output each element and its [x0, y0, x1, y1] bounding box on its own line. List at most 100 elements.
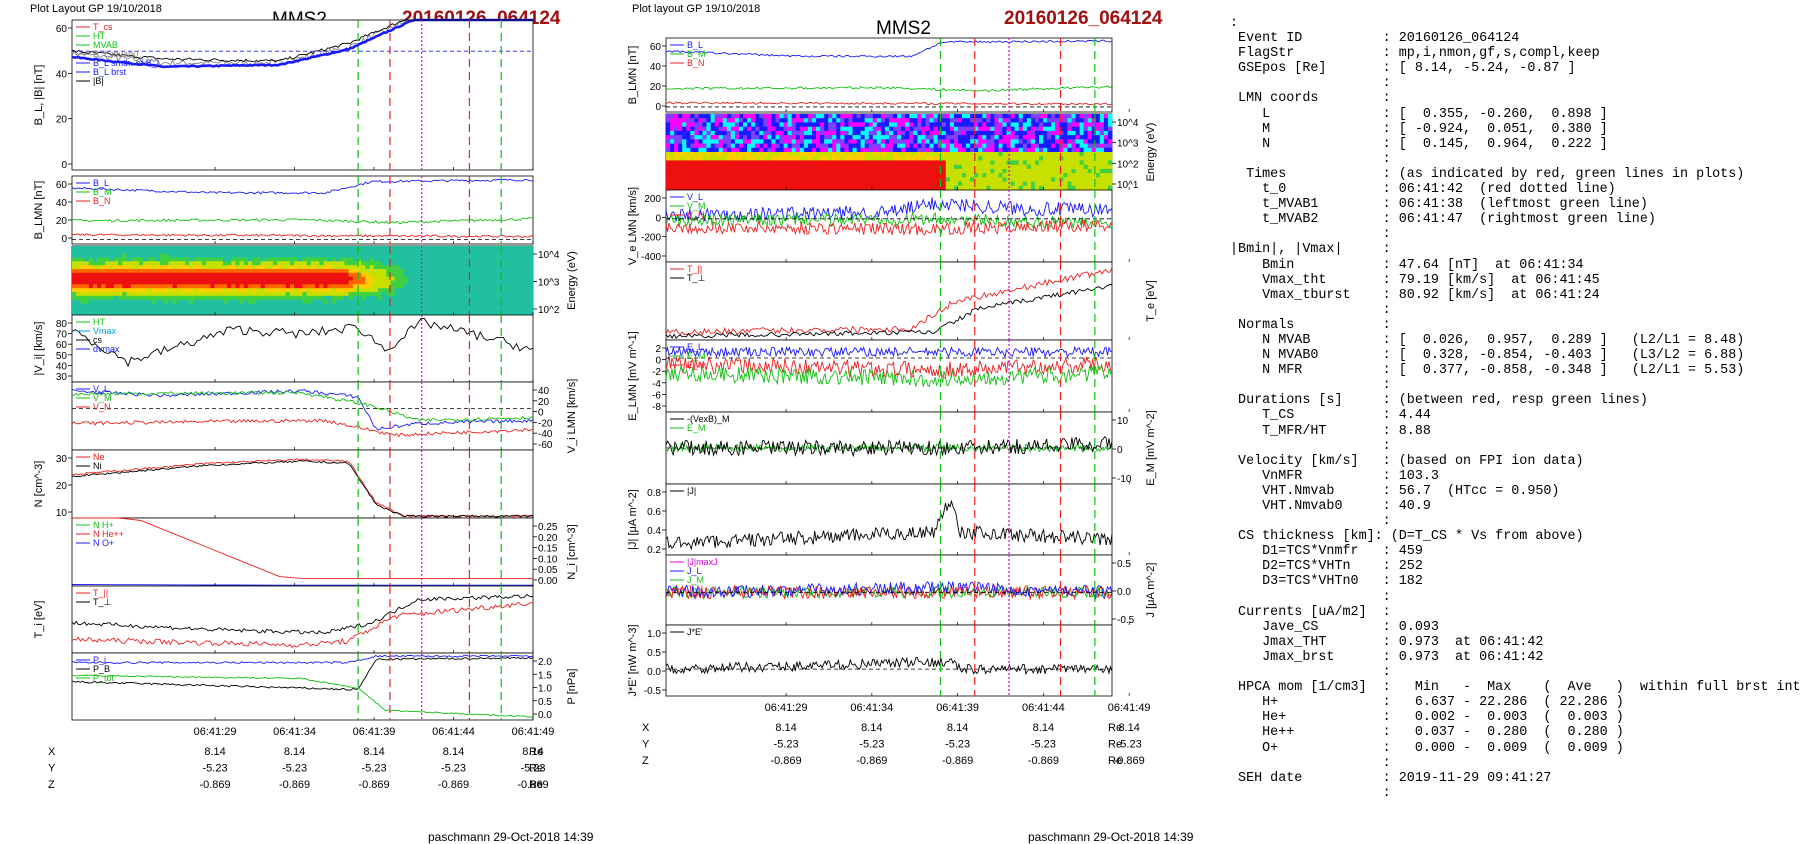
- y-tick-label: 80: [56, 319, 68, 330]
- spectrogram-cell: [1039, 118, 1044, 123]
- spectrogram-cell: [181, 257, 186, 262]
- spectrogram-cell: [411, 292, 417, 297]
- spectrogram-cell: [872, 152, 878, 157]
- spectrogram-cell: [76, 280, 81, 285]
- spectrogram-cell: [424, 303, 429, 308]
- spectrogram-cell: [436, 246, 442, 251]
- spectrogram-cell: [449, 253, 454, 258]
- spectrogram-cell: [252, 311, 257, 316]
- ephemeris-unit: Re: [1108, 722, 1122, 734]
- spectrogram-cell: [836, 168, 841, 174]
- spectrogram-cell: [168, 261, 173, 266]
- spectrogram-cell: [949, 147, 955, 153]
- spectrogram-cell: [76, 272, 81, 277]
- spectrogram-cell: [787, 152, 793, 157]
- spectrogram-cell: [503, 272, 509, 277]
- spectrogram-cell: [913, 168, 918, 174]
- spectrogram-cell: [848, 185, 853, 191]
- spectrogram-cell: [222, 249, 228, 254]
- spectrogram-cell: [1002, 185, 1007, 191]
- spectrogram-cell: [181, 246, 186, 251]
- spectrogram-cell: [407, 288, 412, 293]
- spectrogram-cell: [876, 160, 882, 165]
- spectrogram-cell: [1026, 147, 1032, 153]
- spectrogram-cell: [294, 292, 299, 297]
- spectrogram-cell: [407, 265, 412, 270]
- spectrogram-cell: [714, 173, 720, 178]
- spectrogram-cell: [994, 173, 999, 178]
- spectrogram-cell: [836, 126, 841, 132]
- spectrogram-cell: [248, 253, 253, 258]
- spectrogram-cell: [880, 185, 886, 191]
- spectrogram-cell: [436, 257, 442, 262]
- spectrogram-cell: [787, 143, 793, 149]
- y-tick-label: 40: [56, 361, 68, 372]
- spectrogram-cell: [1055, 139, 1060, 144]
- spectrogram-cell: [690, 168, 695, 174]
- spectrogram-cell: [239, 269, 245, 274]
- spectrogram-cell: [164, 299, 169, 304]
- spectrogram-cell: [495, 292, 500, 297]
- spectrogram-cell: [285, 276, 291, 281]
- spectrogram-cell: [269, 284, 274, 289]
- spectrogram-cell: [730, 173, 736, 178]
- spectrogram-cell: [759, 143, 764, 149]
- spectrogram-cell: [72, 280, 77, 285]
- spectrogram-cell: [239, 288, 245, 293]
- spectrogram-cell: [168, 280, 173, 285]
- spectrogram-cell: [1014, 168, 1020, 174]
- spectrogram-cell: [289, 284, 295, 289]
- spectrogram-cell: [495, 288, 500, 293]
- spectrogram-cell: [844, 185, 849, 191]
- spectrogram-cell: [382, 307, 387, 312]
- spectrogram-cell: [1039, 181, 1044, 187]
- spectrogram-cell: [682, 147, 687, 153]
- spectrogram-cell: [1039, 114, 1044, 119]
- spectrogram-cell: [495, 265, 500, 270]
- spectrogram-cell: [323, 284, 329, 289]
- spectrogram-cell: [302, 311, 308, 316]
- spectrogram-cell: [256, 269, 261, 274]
- spectrogram-cell: [394, 295, 400, 300]
- spectrogram-cell: [193, 303, 199, 308]
- spectrogram-cell: [369, 276, 375, 281]
- spectrogram-cell: [235, 272, 240, 277]
- spectrogram-cell: [962, 135, 967, 140]
- spectrogram-cell: [998, 185, 1003, 191]
- spectrogram-cell: [795, 160, 801, 165]
- spectrogram-cell: [486, 299, 492, 304]
- spectrogram-cell: [734, 181, 740, 187]
- spectrogram-cell: [714, 185, 720, 191]
- spectrogram-cell: [998, 164, 1003, 170]
- spectrogram-cell: [1067, 173, 1072, 178]
- spectrogram-cell: [917, 139, 922, 144]
- spectrogram-cell: [844, 143, 849, 149]
- spectrogram-cell: [978, 152, 983, 157]
- spectrogram-cell: [966, 139, 971, 144]
- spectrogram-cell: [432, 257, 437, 262]
- spectrogram-cell: [860, 181, 866, 187]
- spectrogram-cell: [1055, 135, 1060, 140]
- spectrogram-cell: [130, 299, 136, 304]
- spectrogram-cell: [702, 143, 707, 149]
- spectrogram-cell: [921, 168, 926, 174]
- spectrogram-cell: [260, 253, 266, 258]
- spectrogram-cell: [160, 295, 165, 300]
- spectrogram-cell: [269, 292, 274, 297]
- spectrogram-cell: [795, 177, 801, 182]
- spectrogram-cell: [893, 181, 898, 187]
- spectrogram-cell: [243, 311, 249, 316]
- spectrogram-cell: [113, 299, 119, 304]
- spectrogram-cell: [260, 303, 266, 308]
- spectrogram-cell: [767, 185, 772, 191]
- spectrogram-cell: [197, 276, 203, 281]
- spectrogram-cell: [974, 118, 979, 123]
- spectrogram-cell: [344, 280, 349, 285]
- spectrogram-cell: [382, 292, 387, 297]
- spectrogram-cell: [807, 147, 813, 153]
- spectrogram-cell: [411, 307, 417, 312]
- spectrogram-cell: [880, 156, 886, 161]
- spectrogram-cell: [1095, 130, 1101, 136]
- spectrogram-cell: [390, 272, 396, 277]
- spectrogram-cell: [986, 143, 991, 149]
